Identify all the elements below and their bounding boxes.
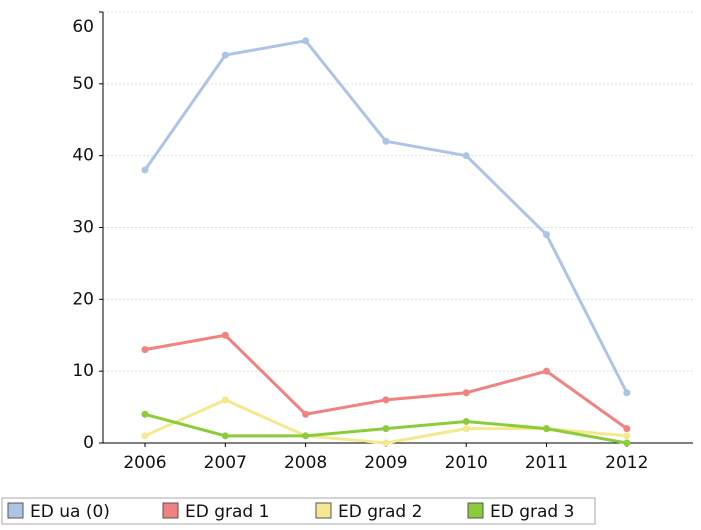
point bbox=[382, 439, 390, 447]
point bbox=[623, 425, 631, 433]
point bbox=[623, 432, 631, 440]
legend-label: ED grad 2 bbox=[338, 502, 422, 522]
point bbox=[221, 432, 229, 440]
legend-label: ED ua (0) bbox=[30, 502, 110, 522]
series-line bbox=[144, 398, 627, 445]
legend-label: ED grad 3 bbox=[490, 502, 574, 522]
point bbox=[462, 417, 470, 425]
x-tick-label: 2008 bbox=[284, 453, 327, 473]
y-tick-label: 0 bbox=[83, 433, 94, 453]
y-tick-label: 60 bbox=[72, 17, 94, 37]
point bbox=[221, 396, 229, 404]
point bbox=[221, 51, 229, 59]
point bbox=[221, 331, 229, 339]
legend-swatch bbox=[7, 502, 24, 519]
legend-swatch bbox=[315, 502, 332, 519]
series-line bbox=[143, 39, 629, 394]
point bbox=[382, 425, 390, 433]
x-tick-label: 2012 bbox=[605, 453, 648, 473]
x-tick-label: 2010 bbox=[445, 453, 488, 473]
point bbox=[382, 137, 390, 145]
y-tick-label: 20 bbox=[72, 289, 94, 309]
point bbox=[623, 389, 631, 397]
point bbox=[543, 367, 550, 375]
point bbox=[543, 231, 550, 239]
point bbox=[141, 166, 149, 174]
point bbox=[462, 152, 470, 160]
point bbox=[141, 432, 149, 440]
point bbox=[462, 389, 470, 397]
legend-swatch bbox=[467, 502, 484, 519]
y-tick-label: 50 bbox=[72, 74, 94, 94]
point bbox=[302, 37, 310, 45]
x-tick-label: 2011 bbox=[525, 453, 568, 473]
point bbox=[462, 425, 470, 433]
point bbox=[382, 396, 390, 404]
x-tick-label: 2009 bbox=[364, 453, 407, 473]
y-tick-label: 40 bbox=[72, 146, 94, 166]
point bbox=[302, 432, 310, 440]
point bbox=[623, 439, 631, 447]
point bbox=[141, 346, 149, 354]
x-tick-label: 2006 bbox=[123, 453, 166, 473]
x-tick-label: 2007 bbox=[204, 453, 247, 473]
legend-swatch bbox=[162, 502, 179, 519]
point bbox=[141, 410, 149, 418]
legend-box bbox=[1, 497, 596, 525]
point bbox=[543, 425, 550, 433]
series-line bbox=[144, 333, 628, 430]
legend-label: ED grad 1 bbox=[185, 502, 269, 522]
point bbox=[302, 410, 310, 418]
y-tick-label: 10 bbox=[72, 361, 94, 381]
y-tick-label: 30 bbox=[72, 218, 94, 238]
